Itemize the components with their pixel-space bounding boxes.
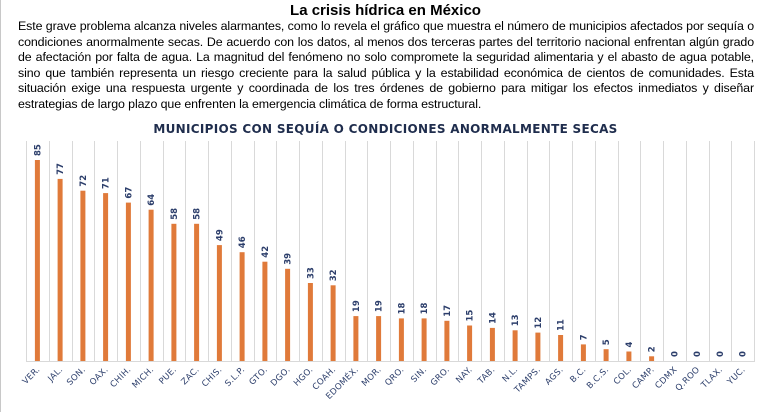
bar [262,261,268,361]
bar [148,209,154,361]
category-label: GRO. [429,365,452,388]
value-label: 39 [284,253,294,265]
value-label: 2 [648,346,658,352]
category-label: JAL. [46,365,66,385]
value-label: 0 [716,351,726,357]
bar [171,223,177,361]
category-label: S.L.P. [223,365,247,389]
value-label: 15 [466,310,476,322]
value-label: 18 [397,302,407,314]
value-label: 85 [33,144,43,156]
category-label: QRO. [383,365,406,388]
bar [239,252,245,361]
value-label: 4 [625,342,635,348]
value-label: 19 [375,300,385,312]
value-label: 58 [193,208,203,220]
value-label: 5 [602,339,612,345]
bars [34,160,655,361]
bar [558,335,564,361]
bar [216,245,222,361]
value-label: 13 [511,314,521,326]
bar [57,178,63,361]
bar [444,320,450,361]
page-border [0,0,1,412]
value-label: 7 [579,334,589,340]
category-label: ZAC. [180,365,202,387]
bar [194,223,200,361]
bar [330,285,336,361]
value-label: 0 [693,351,703,357]
category-label: SON. [65,365,88,388]
category-label: SIN. [409,365,429,385]
bar [421,318,427,361]
value-label: 77 [56,163,66,175]
bar [467,325,473,361]
bar [626,351,632,361]
category-label: MOR. [360,365,384,389]
value-label: 42 [261,246,271,258]
value-label: 46 [238,236,248,248]
category-label: B.C. [568,365,588,385]
category-label: YUC. [725,365,748,388]
value-label: 33 [306,267,316,279]
category-label: N.L. [501,365,521,385]
grid-lines [26,141,755,362]
bar [353,316,359,361]
category-label: Q.ROO [674,365,702,393]
bar [307,283,313,361]
category-label: GTO. [248,365,270,387]
category-label: B.C.S. [585,365,611,391]
value-label: 18 [420,302,430,314]
bar [603,349,609,361]
value-label: 17 [443,305,453,317]
article-heading: La crisis hídrica en México [290,2,481,19]
chart-title: MUNICIPIOS CON SEQUÍA O CONDICIONES ANOR… [153,122,618,136]
value-label: 49 [215,229,225,241]
category-label: DGO. [269,365,293,389]
value-label: 14 [488,312,498,324]
bar [489,327,495,361]
bar [535,332,541,361]
bar [103,193,109,361]
bar [580,344,586,361]
value-label: 71 [102,177,112,189]
value-label: 12 [534,317,544,329]
value-label: 19 [352,300,362,312]
bar [34,160,40,361]
category-label: CHIH. [109,365,134,390]
category-label: CAMP. [630,365,656,391]
bar [285,268,291,361]
bar [80,190,86,361]
category-label: TLAX. [699,365,725,391]
value-label: 67 [124,187,134,199]
value-label: 11 [557,319,567,331]
bar [398,318,404,361]
bar [649,356,655,361]
category-label: NAY. [454,365,474,385]
bar [376,316,382,361]
category-label: PUE. [157,365,179,387]
category-label: TAB. [476,365,498,387]
category-label: MICH. [131,365,157,391]
category-label: VER. [21,365,43,387]
category-label: AGS. [543,365,565,387]
bar [512,330,518,361]
value-label: 32 [329,269,339,281]
bar [125,202,131,361]
category-label: CHIS. [200,365,224,389]
value-label: 64 [147,194,157,206]
value-label: 0 [739,351,749,357]
article-body: Este grave problema alcanza niveles alar… [18,19,754,111]
category-labels: VER. JAL. SON. OAX.CHIH.MICH. PUE. ZAC.CHIS.S… [21,364,748,402]
value-label: 58 [170,208,180,220]
value-label: 0 [670,351,680,357]
category-label: OAX. [88,365,111,388]
value-label: 72 [79,175,89,187]
